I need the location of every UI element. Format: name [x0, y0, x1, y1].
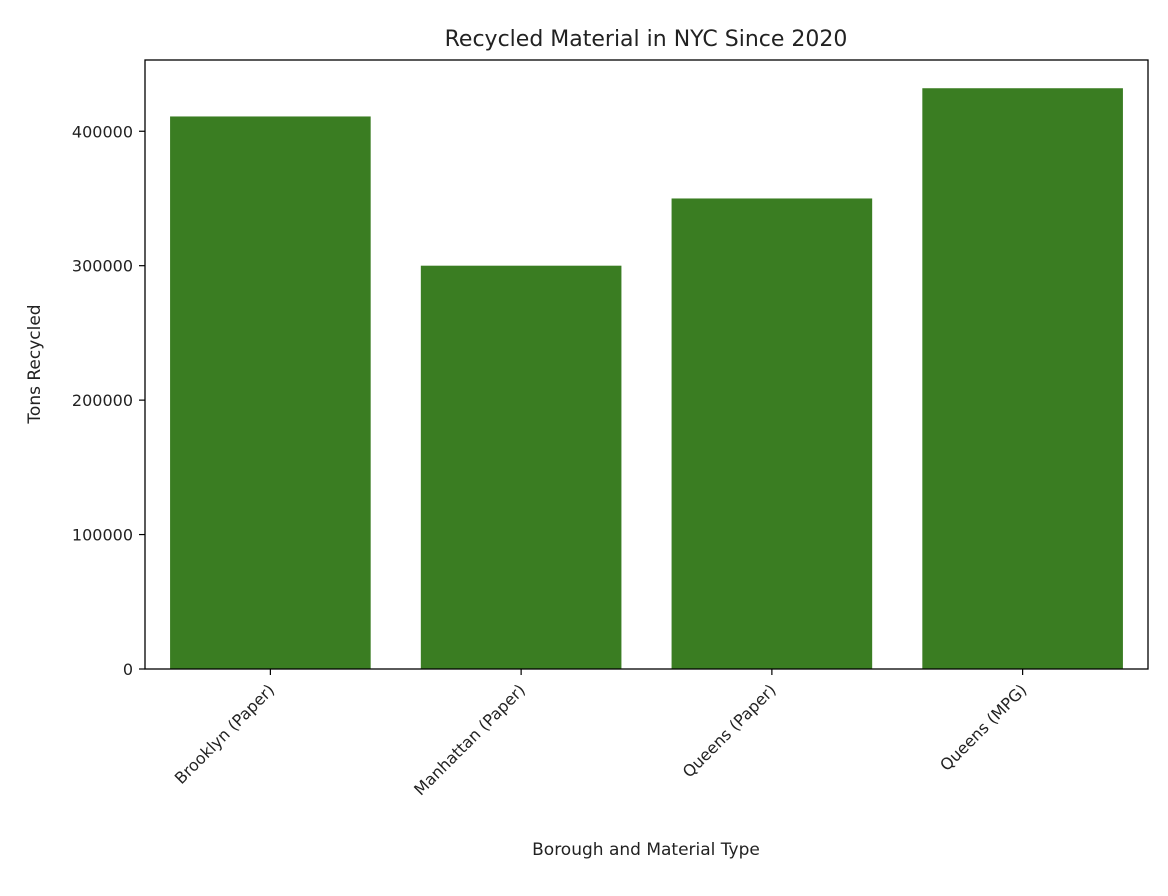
y-tick-label-1: 100000	[72, 526, 133, 545]
x-axis: Brooklyn (Paper) Manhattan (Paper) Queens …	[171, 669, 1030, 799]
y-tick-label-0: 0	[123, 660, 133, 679]
y-tick-label-4: 400000	[72, 122, 133, 141]
chart-title: Recycled Material in NYC Since 2020	[445, 27, 848, 52]
x-tick-label-3: Queens (MPG)	[936, 680, 1030, 774]
y-axis: 0 100000 200000 300000 400000	[72, 122, 145, 679]
bars-group	[170, 88, 1123, 670]
y-axis-label: Tons Recycled	[25, 304, 45, 424]
x-axis-label: Borough and Material Type	[532, 840, 760, 860]
bar-0	[170, 116, 371, 670]
plot-frame	[144, 59, 1149, 670]
y-tick-label-3: 300000	[72, 257, 133, 276]
x-tick-label-1: Manhattan (Paper)	[410, 680, 529, 799]
y-tick-label-2: 200000	[72, 391, 133, 410]
x-tick-label-2: Queens (Paper)	[679, 680, 780, 781]
bar-2	[671, 198, 873, 669]
bar-1	[420, 265, 622, 669]
bar-3	[922, 88, 1123, 669]
x-tick-label-0: Brooklyn (Paper)	[171, 680, 278, 787]
